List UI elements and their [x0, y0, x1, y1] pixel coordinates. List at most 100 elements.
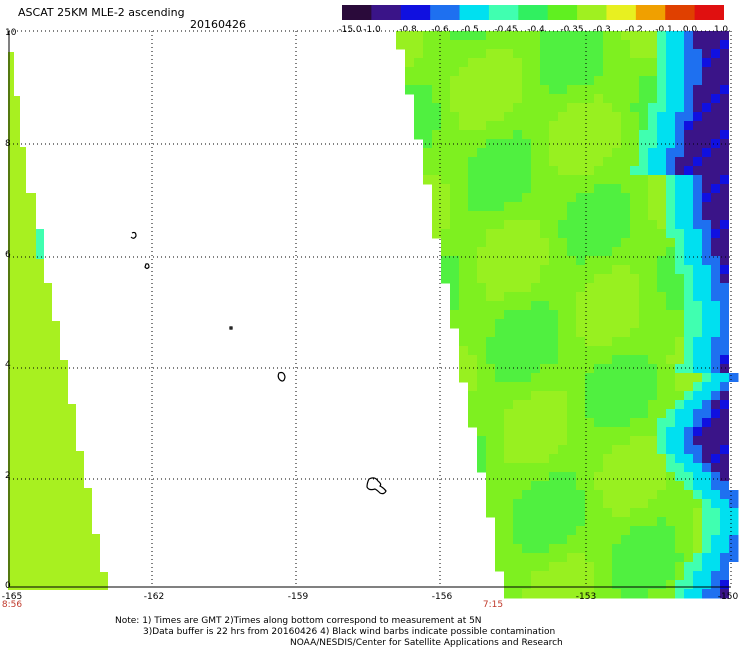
- right-swath-cell: [603, 526, 613, 536]
- colorbar-labels: -15.0 -1.0 -0.8 -0.6 -0.5 -0.45 -0.4 -0.…: [330, 25, 740, 37]
- right-swath-cell: [486, 211, 496, 221]
- right-swath-cell: [414, 121, 424, 131]
- right-swath-cell: [657, 373, 667, 383]
- right-swath-cell: [720, 49, 730, 59]
- right-swath-cell: [432, 67, 442, 77]
- right-swath-cell: [558, 103, 568, 113]
- right-swath-cell: [711, 301, 721, 311]
- right-swath-cell: [639, 193, 649, 203]
- right-swath-cell: [630, 481, 640, 491]
- right-swath-cell: [675, 481, 685, 491]
- right-swath-cell: [684, 544, 694, 554]
- right-swath-cell: [711, 517, 721, 527]
- right-swath-cell: [684, 310, 694, 320]
- right-swath-cell: [693, 67, 703, 77]
- right-swath-cell: [657, 454, 667, 464]
- right-swath-cell: [675, 103, 685, 113]
- right-swath-cell: [639, 382, 649, 392]
- right-swath-cell: [639, 580, 649, 590]
- right-swath-cell: [702, 508, 712, 518]
- right-swath-cell: [666, 238, 676, 248]
- right-swath-cell: [594, 229, 604, 239]
- right-swath-cell: [504, 364, 514, 374]
- right-swath-cell: [603, 544, 613, 554]
- right-swath-cell: [594, 418, 604, 428]
- right-swath-cell: [729, 184, 739, 194]
- right-swath-cell: [531, 499, 541, 509]
- right-swath-cell: [675, 517, 685, 527]
- right-swath-cell: [486, 346, 496, 356]
- right-swath-cell: [621, 58, 631, 68]
- right-swath-cell: [585, 409, 595, 419]
- right-swath-cell: [477, 220, 487, 230]
- right-swath-cell: [450, 49, 460, 59]
- right-swath-cell: [720, 121, 730, 131]
- right-swath-cell: [675, 454, 685, 464]
- right-swath-cell: [657, 193, 667, 203]
- right-swath-cell: [459, 148, 469, 158]
- right-swath-cell: [594, 292, 604, 302]
- right-swath-cell: [612, 328, 622, 338]
- right-swath-cell: [657, 355, 667, 365]
- colorbar-label: 1.0: [713, 25, 729, 35]
- right-swath-cell: [621, 328, 631, 338]
- right-swath-cell: [396, 40, 406, 50]
- right-swath-cell: [522, 400, 532, 410]
- right-swath-cell: [729, 103, 739, 113]
- right-swath-cell: [432, 112, 442, 122]
- lat-tick: 4: [5, 360, 11, 370]
- right-swath-cell: [702, 112, 712, 122]
- right-swath-cell: [612, 337, 622, 347]
- right-swath-cell: [648, 292, 658, 302]
- right-swath-cell: [468, 166, 478, 176]
- right-swath-cell: [549, 103, 559, 113]
- right-swath-cell: [594, 130, 604, 140]
- right-swath-cell: [675, 490, 685, 500]
- right-swath-cell: [702, 49, 712, 59]
- colorbar-label: -1.0: [363, 25, 381, 35]
- right-swath-cell: [594, 355, 604, 365]
- right-swath-cell: [603, 499, 613, 509]
- right-swath-cell: [423, 148, 433, 158]
- right-swath-cell: [558, 121, 568, 131]
- right-swath-cell: [549, 436, 559, 446]
- right-swath-cell: [729, 337, 739, 347]
- right-swath-cell: [450, 148, 460, 158]
- right-swath-cell: [495, 202, 505, 212]
- right-swath-cell: [495, 445, 505, 455]
- right-swath-cell: [486, 328, 496, 338]
- right-swath-cell: [648, 508, 658, 518]
- right-swath-cell: [504, 472, 514, 482]
- right-swath-cell: [711, 31, 721, 41]
- right-swath-cell: [414, 58, 424, 68]
- right-swath-cell: [531, 418, 541, 428]
- right-swath-cell: [522, 481, 532, 491]
- right-swath-cell: [657, 571, 667, 581]
- right-swath-cell: [621, 301, 631, 311]
- right-swath-cell: [531, 184, 541, 194]
- right-swath-cell: [621, 202, 631, 212]
- right-swath-cell: [477, 310, 487, 320]
- right-swath-cell: [657, 427, 667, 437]
- right-swath-cell: [450, 301, 460, 311]
- right-swath-cell: [657, 256, 667, 266]
- right-swath-cell: [540, 301, 550, 311]
- right-swath-cell: [558, 589, 568, 599]
- right-swath-cell: [423, 166, 433, 176]
- right-swath-cell: [639, 427, 649, 437]
- right-swath-cell: [585, 292, 595, 302]
- right-swath-cell: [468, 184, 478, 194]
- right-swath-cell: [693, 427, 703, 437]
- right-swath-cell: [513, 202, 523, 212]
- right-swath-cell: [630, 499, 640, 509]
- right-swath-cell: [459, 337, 469, 347]
- right-swath-cell: [603, 247, 613, 257]
- right-swath-cell: [675, 175, 685, 185]
- right-swath-cell: [711, 409, 721, 419]
- right-swath-cell: [729, 85, 739, 95]
- right-swath-cell: [441, 220, 451, 230]
- right-swath-cell: [675, 247, 685, 257]
- colorbar-segment: [547, 5, 578, 20]
- right-swath-cell: [594, 571, 604, 581]
- right-swath-cell: [594, 454, 604, 464]
